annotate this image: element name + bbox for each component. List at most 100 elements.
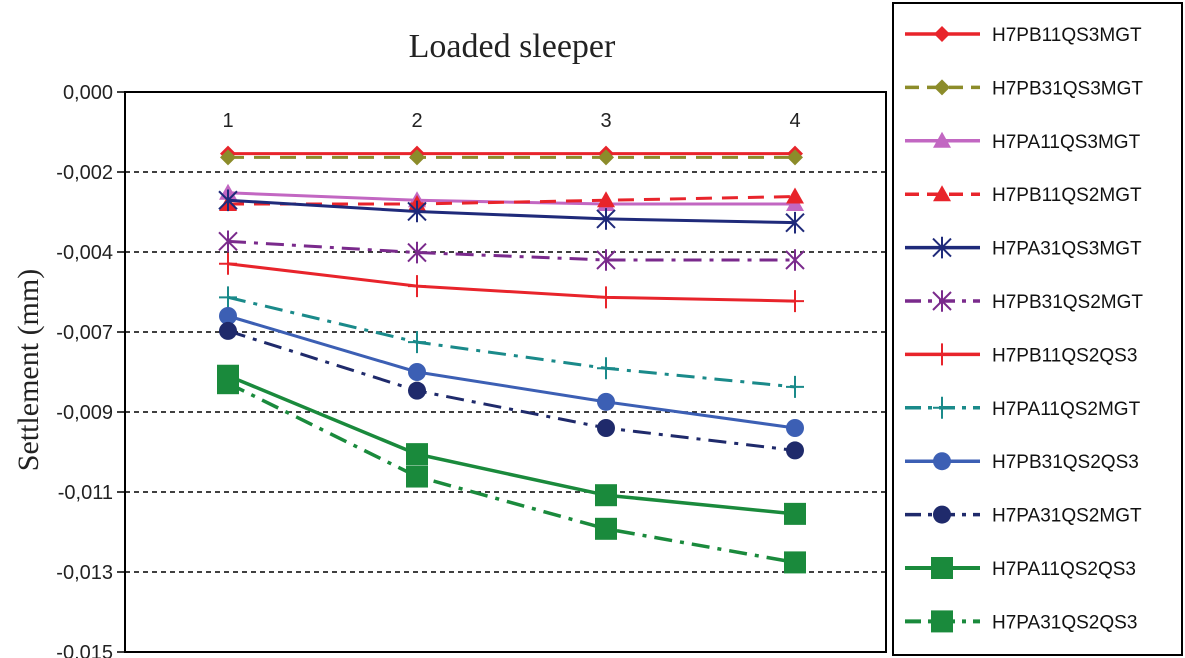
marker-asterisk	[932, 290, 952, 312]
y-tick-label: -0,002	[56, 162, 113, 184]
marker-asterisk	[596, 249, 616, 271]
y-tick-label: -0,013	[56, 562, 113, 584]
y-tick-label: -0,004	[56, 242, 113, 264]
legend-label: H7PA11QS2MGT	[992, 399, 1141, 420]
marker-circle	[933, 452, 951, 471]
legend-label: H7PA31QS2MGT	[992, 506, 1142, 527]
marker-square	[931, 557, 953, 579]
series-line	[227, 239, 795, 262]
marker-plus	[408, 275, 426, 298]
x-tick-label: 2	[411, 110, 422, 132]
marker-square	[406, 443, 428, 466]
series-9	[219, 321, 804, 460]
marker-plus	[933, 343, 951, 366]
legend-item: H7PA31QS2QS3	[905, 610, 1137, 633]
legend-item: H7PB11QS3MGT	[905, 25, 1142, 46]
series-3	[219, 187, 804, 211]
series-11	[217, 372, 806, 574]
marker-diamond	[934, 26, 950, 42]
marker-plus	[933, 396, 951, 419]
marker-diamond	[598, 149, 614, 166]
legend-label: H7PA31QS2QS3	[992, 612, 1137, 633]
legend-label: H7PA31QS3MGT	[992, 239, 1142, 260]
marker-diamond	[787, 149, 803, 166]
series-2	[219, 183, 804, 211]
marker-square	[784, 502, 806, 525]
marker-asterisk	[218, 230, 238, 253]
y-axis-ticks: 0,000 -0,002 -0,004 -0,007 -0,009 -0,011 -0,01…	[56, 82, 125, 658]
marker-triangle	[933, 131, 951, 148]
legend-label: H7PB31QS2MGT	[992, 292, 1143, 313]
legend-label: H7PA11QS3MGT	[992, 132, 1141, 153]
marker-square	[595, 484, 617, 507]
series-8	[219, 307, 804, 437]
series-6	[219, 252, 804, 313]
y-axis-label: Settlement (mm)	[12, 269, 45, 471]
legend-item: H7PB31QS3MGT	[905, 78, 1143, 99]
x-tick-label: 3	[600, 110, 611, 132]
marker-plus	[408, 331, 426, 354]
chart-title: Loaded sleeper	[409, 28, 616, 65]
series-line	[227, 191, 795, 206]
x-tick-label: 1	[222, 110, 233, 132]
y-tick-label: -0,009	[56, 402, 113, 424]
marker-asterisk	[596, 208, 616, 230]
series-0	[220, 145, 803, 162]
marker-circle	[597, 392, 615, 411]
legend-item: H7PA11QS3MGT	[905, 131, 1141, 153]
marker-square	[406, 465, 428, 488]
marker-plus	[597, 286, 615, 309]
marker-asterisk	[932, 236, 952, 259]
series-line	[227, 374, 796, 516]
marker-diamond	[220, 149, 236, 166]
series-1	[220, 149, 803, 166]
legend-label: H7PB31QS3MGT	[992, 78, 1143, 99]
marker-asterisk	[407, 241, 427, 264]
x-axis-ticks: 1 2 3 4	[222, 110, 800, 132]
marker-diamond	[409, 149, 425, 166]
marker-plus	[219, 286, 237, 309]
marker-plus	[786, 375, 804, 398]
series-line	[227, 262, 796, 303]
marker-plus	[219, 252, 237, 275]
series-line	[227, 381, 796, 565]
series-10	[217, 364, 806, 525]
marker-asterisk	[218, 189, 238, 212]
legend-label: H7PB11QS2MGT	[992, 185, 1142, 206]
legend-item: H7PA31QS3MGT	[905, 236, 1142, 260]
marker-circle	[408, 363, 426, 381]
legend-label: H7PB31QS2QS3	[992, 452, 1139, 473]
legend-label: H7PB11QS3MGT	[992, 25, 1142, 46]
marker-square	[931, 610, 953, 633]
marker-square	[595, 517, 617, 540]
series-layer	[217, 145, 806, 574]
series-line	[228, 195, 796, 206]
marker-circle	[786, 441, 804, 460]
marker-asterisk	[785, 211, 805, 234]
marker-asterisk	[785, 249, 805, 271]
legend-item: H7PA11QS2QS3	[905, 557, 1136, 580]
marker-circle	[597, 419, 615, 437]
legend-items: H7PB11QS3MGT H7PB31QS3MGT H7PA11QS3MGT H7PB…	[905, 25, 1143, 633]
y-tick-label: -0,011	[58, 482, 113, 504]
marker-circle	[219, 307, 237, 325]
marker-circle	[408, 381, 426, 400]
marker-square	[217, 372, 239, 395]
legend-label: H7PA11QS2QS3	[992, 559, 1136, 580]
series-line	[227, 198, 796, 225]
legend-item: H7PB31QS2MGT	[905, 290, 1143, 313]
marker-asterisk	[407, 200, 427, 223]
y-tick-label: 0,000	[63, 82, 113, 104]
marker-diamond	[934, 79, 950, 96]
legend-item: H7PB11QS2QS3	[905, 343, 1137, 366]
y-tick-label: -0,007	[56, 322, 113, 344]
marker-square	[784, 551, 806, 574]
y-tick-label: -0,015	[56, 642, 113, 658]
legend-item: H7PB11QS2MGT	[905, 185, 1142, 206]
legend-label: H7PB11QS2QS3	[992, 345, 1137, 366]
marker-triangle	[933, 185, 951, 202]
marker-triangle	[597, 191, 615, 208]
marker-plus	[786, 290, 804, 313]
marker-circle	[786, 419, 804, 437]
